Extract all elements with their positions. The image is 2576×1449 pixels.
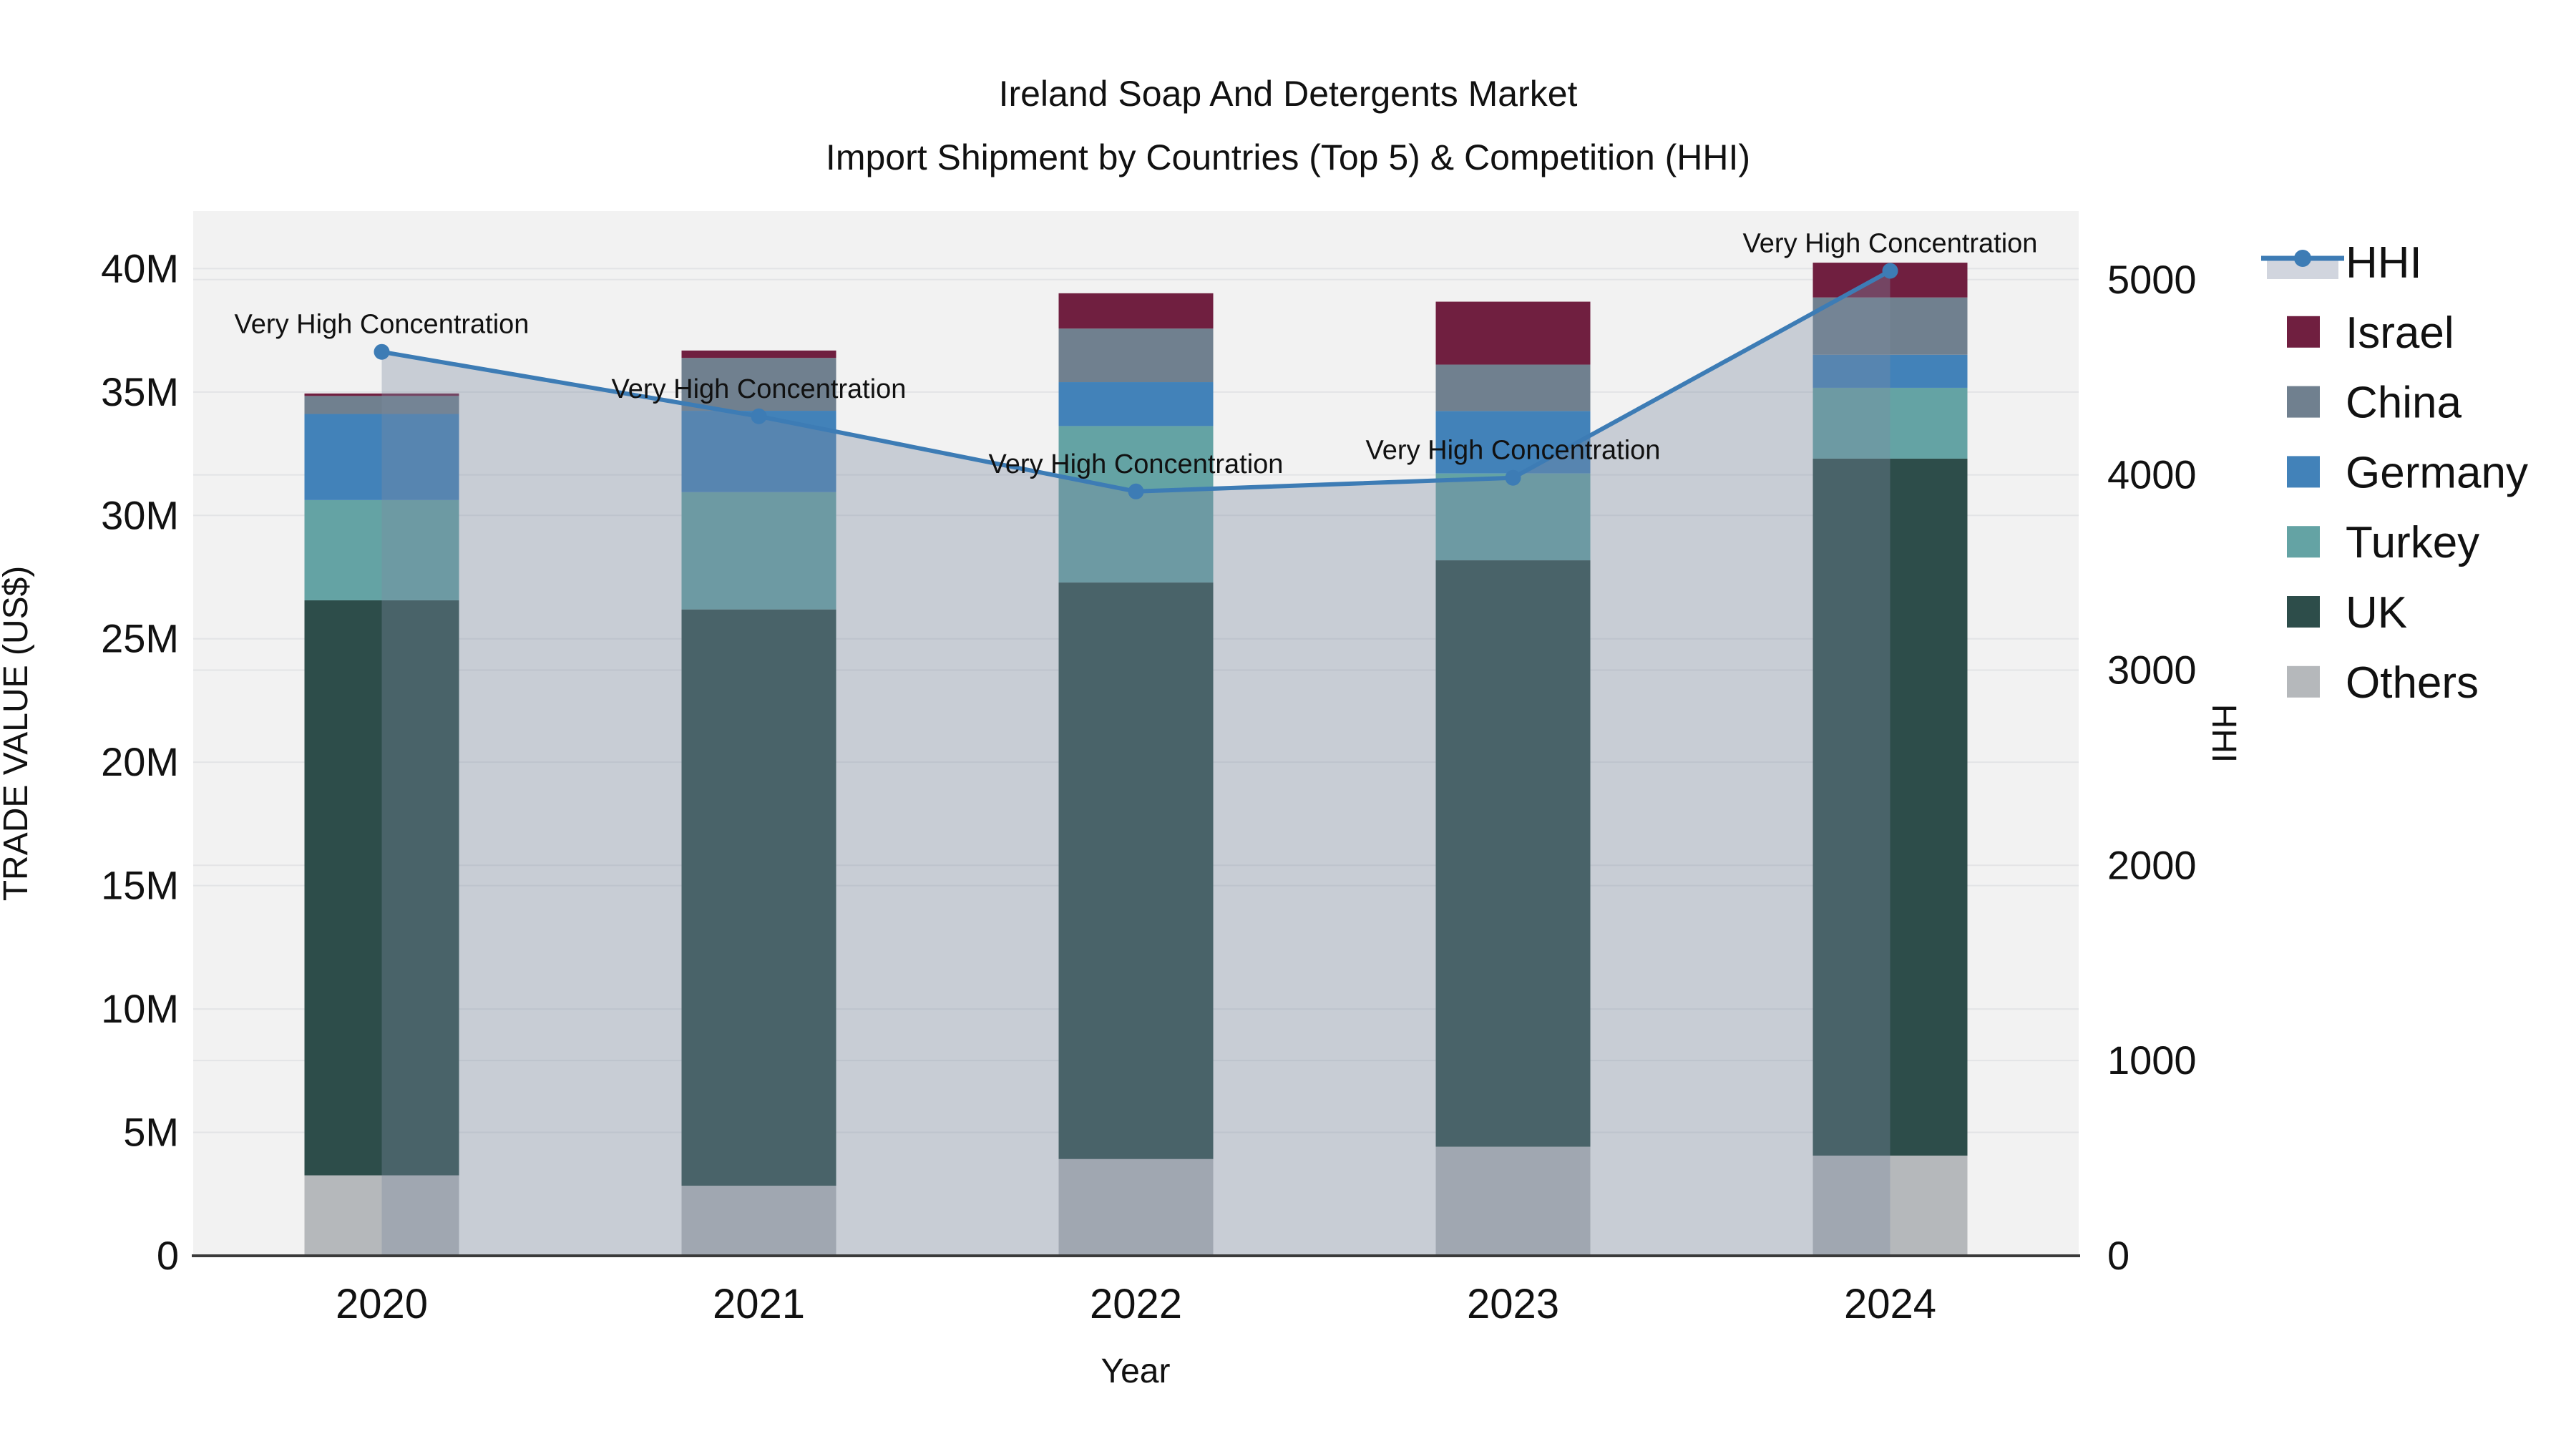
bar-segment-israel-2021[interactable] [681, 350, 836, 358]
hhi-area-fill [381, 270, 1890, 1256]
bar-segment-turkey-2020[interactable] [304, 499, 459, 600]
bar-segment-turkey-2022[interactable] [1058, 426, 1214, 583]
bar-segment-germany-2020[interactable] [304, 414, 459, 500]
hhi-marker-2024[interactable] [1882, 263, 1898, 279]
hhi-marker-2022[interactable] [1128, 483, 1144, 499]
legend-label-china: China [2346, 379, 2462, 428]
y-left-tick-10M: 10M [101, 986, 179, 1031]
legend-label-hhi: HHI [2346, 238, 2422, 288]
bar-segment-israel-2022[interactable] [1058, 293, 1214, 329]
legend-hhi-marker-sample [2294, 250, 2311, 267]
annotation-2020: Very High Concentration [235, 310, 530, 340]
bar-segment-others-2023[interactable] [1435, 1146, 1591, 1256]
y-left-tick-0: 0 [157, 1233, 179, 1278]
x-axis-title: Year [1101, 1352, 1171, 1390]
bar-segment-others-2024[interactable] [1813, 1155, 1968, 1256]
annotation-2023: Very High Concentration [1366, 436, 1661, 466]
annotation-2021: Very High Concentration [612, 374, 907, 404]
legend-swatch-germany [2287, 456, 2320, 488]
legend-item-china[interactable]: China [2287, 379, 2462, 428]
legend-label-israel: Israel [2346, 308, 2454, 358]
bar-segment-turkey-2023[interactable] [1435, 473, 1591, 561]
legend-item-others[interactable]: Others [2287, 658, 2479, 708]
bar-segment-uk-2024[interactable] [1813, 458, 1968, 1156]
y-left-tick-35M: 35M [101, 369, 179, 414]
hhi-marker-2023[interactable] [1505, 469, 1521, 486]
y-right-axis-title: HHI [2205, 704, 2243, 763]
hhi-marker-2021[interactable] [751, 408, 767, 424]
bar-segment-uk-2020[interactable] [304, 600, 459, 1176]
bar-segment-uk-2021[interactable] [681, 609, 836, 1186]
legend-label-uk: UK [2346, 588, 2407, 638]
legend-swatch-others [2287, 665, 2320, 698]
annotation-2024: Very High Concentration [1743, 228, 2038, 258]
y-left-tick-25M: 25M [101, 616, 179, 661]
legend-item-israel[interactable]: Israel [2287, 308, 2454, 358]
y-left-tick-5M: 5M [123, 1110, 179, 1155]
y-left-axis-title: TRADE VALUE (US$) [0, 566, 35, 902]
chart-title-line1: Ireland Soap And Detergents Market [999, 74, 1578, 114]
y-right-tick-2000: 2000 [2107, 842, 2197, 887]
legend-swatch-china [2287, 386, 2320, 418]
bar-segment-germany-2022[interactable] [1058, 382, 1214, 426]
bar-segment-turkey-2021[interactable] [681, 492, 836, 610]
bar-segment-china-2022[interactable] [1058, 328, 1214, 383]
legend-item-turkey[interactable]: Turkey [2287, 518, 2479, 567]
x-tick-2022: 2022 [1090, 1281, 1182, 1327]
x-tick-2020: 2020 [336, 1281, 428, 1327]
y-right-tick-3000: 3000 [2107, 647, 2197, 692]
bar-segment-china-2021[interactable] [681, 358, 836, 411]
bar-segment-germany-2023[interactable] [1435, 411, 1591, 474]
legend-swatch-turkey [2287, 526, 2320, 558]
y-right-tick-1000: 1000 [2107, 1038, 2197, 1083]
bar-segment-china-2020[interactable] [304, 396, 459, 414]
legend-item-hhi[interactable]: HHI [2261, 238, 2422, 288]
y-left-tick-15M: 15M [101, 863, 179, 908]
bar-segment-turkey-2024[interactable] [1813, 387, 1968, 459]
bar-segment-germany-2024[interactable] [1813, 354, 1968, 388]
bar-segment-others-2021[interactable] [681, 1186, 836, 1256]
bar-segment-germany-2021[interactable] [681, 411, 836, 492]
y-left-tick-20M: 20M [101, 739, 179, 784]
legend-item-uk[interactable]: UK [2287, 588, 2407, 638]
x-tick-2023: 2023 [1467, 1281, 1559, 1327]
y-left-tick-30M: 30M [101, 492, 179, 537]
y-left-tick-40M: 40M [101, 245, 179, 291]
bar-segment-china-2024[interactable] [1813, 297, 1968, 355]
bar-segment-china-2023[interactable] [1435, 364, 1591, 411]
x-tick-2024: 2024 [1844, 1281, 1936, 1327]
legend-swatch-uk [2287, 596, 2320, 628]
bar-segment-israel-2020[interactable] [304, 393, 459, 396]
y-right-tick-4000: 4000 [2107, 452, 2197, 497]
bar-segment-uk-2022[interactable] [1058, 582, 1214, 1159]
legend-label-germany: Germany [2346, 448, 2528, 497]
hhi-marker-2020[interactable] [374, 343, 390, 360]
bar-segment-others-2020[interactable] [304, 1175, 459, 1256]
annotation-2022: Very High Concentration [989, 449, 1284, 479]
legend-label-turkey: Turkey [2346, 518, 2479, 567]
bar-segment-uk-2023[interactable] [1435, 560, 1591, 1147]
y-right-tick-0: 0 [2107, 1233, 2129, 1278]
y-right-tick-5000: 5000 [2107, 257, 2197, 302]
chart-title-line2: Import Shipment by Countries (Top 5) & C… [826, 137, 1750, 177]
legend-label-others: Others [2346, 658, 2479, 708]
legend-swatch-israel [2287, 316, 2320, 348]
x-tick-2021: 2021 [713, 1281, 805, 1327]
legend-item-germany[interactable]: Germany [2287, 448, 2528, 497]
bar-segment-israel-2023[interactable] [1435, 301, 1591, 365]
bar-segment-others-2022[interactable] [1058, 1158, 1214, 1256]
